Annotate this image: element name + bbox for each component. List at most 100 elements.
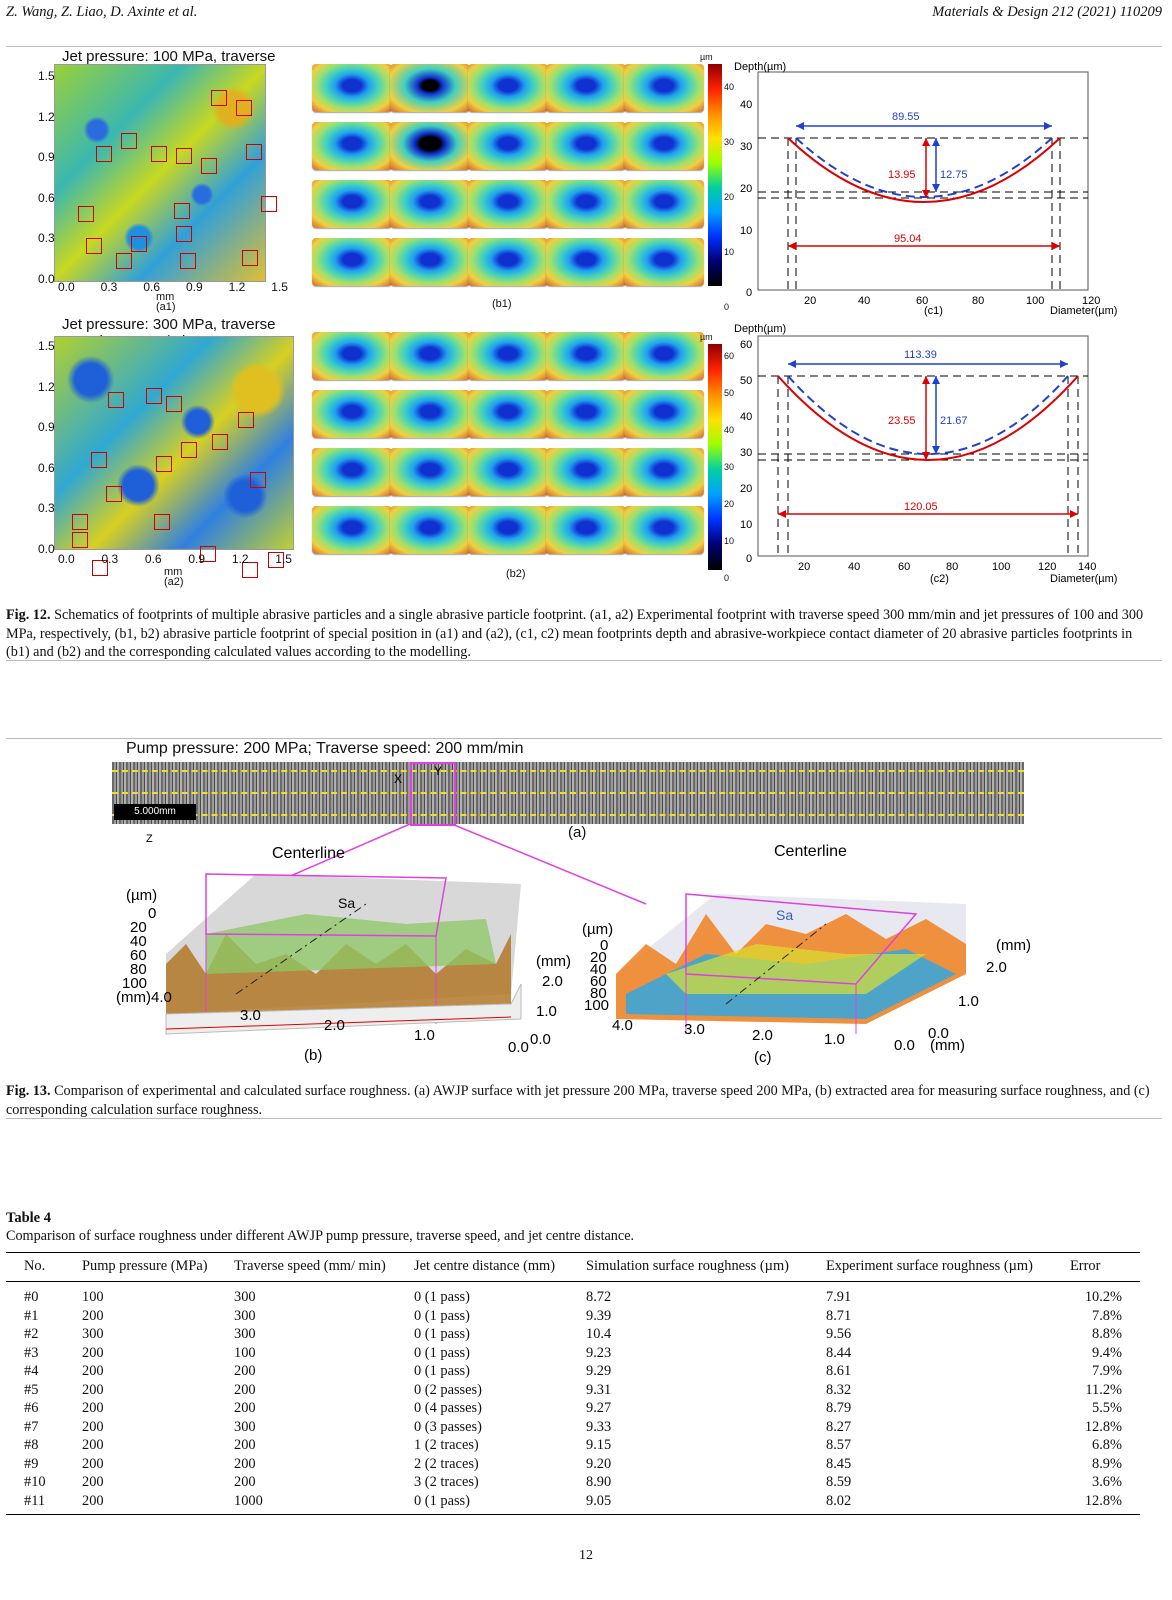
colorbar-b2-unit: µm (700, 332, 713, 342)
svg-text:60: 60 (130, 947, 147, 964)
svg-text:0: 0 (746, 287, 752, 299)
header-rule (6, 46, 1162, 47)
svg-text:20: 20 (740, 183, 752, 195)
a2-label: (a2) (164, 576, 184, 588)
panel-b2: (b2) (302, 330, 704, 580)
a1-x-unit: mm (156, 291, 175, 303)
table-row: #9 200 200 2 (2 traces) 9.20 8.45 8.9% (24, 1455, 1122, 1472)
table-row: #11 200 1000 0 (1 pass) 9.05 8.02 12.8% (6, 1491, 1140, 1515)
svg-text:2.0: 2.0 (324, 1017, 345, 1034)
colorbar-b1-unit: µm (700, 52, 713, 62)
svg-text:60: 60 (740, 339, 752, 351)
svg-text:120: 120 (1038, 561, 1056, 573)
colorbar-b2 (708, 344, 722, 570)
svg-text:10: 10 (740, 519, 752, 531)
panel-b1: (b1) (302, 62, 704, 312)
axis-x-label: X (394, 772, 403, 786)
svg-text:0.0: 0.0 (530, 1031, 551, 1048)
svg-text:(c1): (c1) (924, 305, 943, 317)
caption-13-rule (6, 1118, 1162, 1119)
svg-text:100: 100 (1026, 295, 1044, 307)
col-experiment-roughness: Experiment surface roughness (µm) (808, 1252, 1052, 1282)
fig13-label-a: (a) (568, 824, 587, 841)
figure-13-top-rule (6, 738, 1162, 739)
svg-text:100: 100 (992, 561, 1010, 573)
svg-text:(µm): (µm) (126, 887, 157, 904)
extract-box (410, 762, 456, 826)
table-row: #3 200 100 0 (1 pass) 9.23 8.44 9.4% (24, 1344, 1122, 1361)
svg-text:(b): (b) (304, 1047, 322, 1064)
svg-text:89.55: 89.55 (892, 111, 920, 123)
svg-text:113.39: 113.39 (904, 349, 937, 361)
svg-text:80: 80 (130, 961, 147, 978)
svg-text:0: 0 (148, 905, 156, 922)
table-header-row: No. Pump pressure (MPa) Traverse speed (… (6, 1252, 1140, 1282)
svg-text:30: 30 (740, 141, 752, 153)
svg-text:(mm)4.0: (mm)4.0 (116, 989, 172, 1006)
svg-text:0: 0 (746, 553, 752, 565)
svg-text:12.75: 12.75 (940, 169, 968, 181)
svg-text:20: 20 (130, 919, 147, 936)
svg-text:4.0: 4.0 (612, 1017, 633, 1034)
footprint-marker (96, 146, 112, 162)
svg-text:120: 120 (1082, 295, 1100, 307)
svg-text:0.0: 0.0 (508, 1039, 529, 1056)
panel-a2: Jet pressure: 300 MPa, traverse speed: 3… (6, 316, 296, 588)
footprint-marker (86, 238, 102, 254)
svg-text:(µm): (µm) (582, 921, 613, 938)
footprint-marker (236, 100, 252, 116)
svg-text:(c2): (c2) (930, 573, 949, 585)
svg-text:23.55: 23.55 (888, 415, 916, 427)
b2-label: (b2) (506, 568, 526, 580)
footprint-marker (151, 146, 167, 162)
figure-12: Jet pressure: 100 MPa, traverse speed: 3… (6, 48, 1140, 588)
svg-text:80: 80 (946, 561, 958, 573)
svg-text:40: 40 (858, 295, 870, 307)
footprint-marker (116, 253, 132, 269)
svg-text:2.0: 2.0 (752, 1027, 773, 1044)
svg-text:20: 20 (590, 949, 607, 966)
svg-text:3.0: 3.0 (240, 1007, 261, 1024)
footprint-marker (78, 206, 94, 222)
svg-text:3.0: 3.0 (684, 1021, 705, 1038)
svg-text:Diameter(µm): Diameter(µm) (1050, 305, 1117, 317)
svg-text:Centerline: Centerline (774, 843, 847, 860)
svg-text:2.0: 2.0 (986, 959, 1007, 976)
svg-text:100: 100 (584, 997, 609, 1014)
svg-text:20: 20 (798, 561, 810, 573)
page-number: 12 (579, 1548, 593, 1563)
a2-surface-plot (54, 336, 294, 550)
awjp-surface-strip: 5.000mm X Y (112, 762, 1024, 826)
footprint-marker (174, 203, 190, 219)
table-row: #5 200 200 0 (2 passes) 9.31 8.32 11.2% (24, 1381, 1122, 1398)
svg-text:Centerline: Centerline (272, 845, 345, 862)
svg-text:0.0: 0.0 (928, 1025, 949, 1042)
svg-text:120.05: 120.05 (904, 501, 938, 513)
fig13-title: Pump pressure: 200 MPa; Traverse speed: … (126, 740, 524, 757)
svg-text:1.0: 1.0 (958, 993, 979, 1010)
b1-label: (b1) (492, 298, 512, 310)
svg-text:1.0: 1.0 (414, 1027, 435, 1044)
colorbar-b1 (708, 64, 722, 286)
svg-text:60: 60 (898, 561, 910, 573)
svg-text:Depth(µm): Depth(µm) (734, 61, 786, 73)
svg-text:(mm): (mm) (996, 937, 1031, 954)
colorbar-b1-ticks: 40 30 20 10 0 (724, 82, 735, 312)
svg-text:Sa: Sa (776, 907, 793, 923)
svg-text:1.0: 1.0 (824, 1031, 845, 1048)
figure-12-caption: Fig. 12. Schematics of footprints of mul… (6, 607, 1144, 660)
footprint-marker (176, 148, 192, 164)
svg-text:60: 60 (590, 973, 607, 990)
table-row: #1 200 300 0 (1 pass) 9.39 8.71 7.8% (24, 1307, 1122, 1324)
col-pump-pressure: Pump pressure (MPa) (64, 1252, 216, 1282)
col-error: Error (1052, 1252, 1140, 1282)
caption-12-rule (6, 660, 1162, 661)
footprint-marker (261, 196, 277, 212)
footprint-marker (201, 158, 217, 174)
footprint-marker (176, 226, 192, 242)
svg-text:Z: Z (146, 833, 153, 845)
a1-x-ticks: 0.0 0.3 0.6 0.9 1.2 1.5 (58, 280, 288, 294)
svg-text:80: 80 (972, 295, 984, 307)
svg-text:80: 80 (590, 985, 607, 1002)
svg-text:(c): (c) (754, 1049, 772, 1066)
